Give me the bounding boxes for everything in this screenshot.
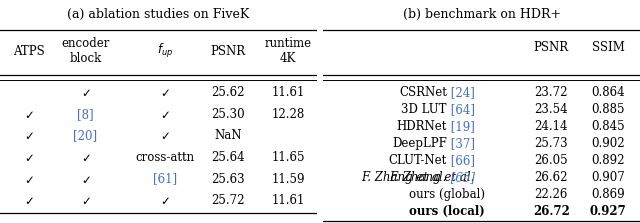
Text: 26.72: 26.72	[533, 205, 570, 218]
Text: 23.54: 23.54	[534, 103, 568, 116]
Text: 25.64: 25.64	[211, 151, 245, 164]
Text: [65]: [65]	[447, 171, 475, 184]
Text: runtime
4K: runtime 4K	[265, 37, 312, 65]
Text: 0.869: 0.869	[591, 188, 625, 201]
Text: 12.28: 12.28	[271, 108, 305, 121]
Text: [19]: [19]	[447, 120, 475, 133]
Text: 11.61: 11.61	[271, 194, 305, 207]
Text: ours (local): ours (local)	[409, 205, 484, 218]
Text: 3D LUT: 3D LUT	[401, 103, 447, 116]
Text: $\checkmark$: $\checkmark$	[160, 194, 170, 207]
Text: $\checkmark$: $\checkmark$	[81, 151, 90, 164]
Text: PSNR: PSNR	[211, 45, 246, 58]
Text: 25.62: 25.62	[211, 86, 245, 99]
Text: 23.72: 23.72	[534, 86, 568, 99]
Text: [24]: [24]	[447, 86, 475, 99]
Text: DeepLPF: DeepLPF	[392, 137, 447, 150]
Text: ATPS: ATPS	[13, 45, 44, 58]
Text: 22.26: 22.26	[534, 188, 568, 201]
Text: cross-attn: cross-attn	[135, 151, 195, 164]
Text: SSIM: SSIM	[592, 41, 625, 54]
Text: CSRNet: CSRNet	[399, 86, 447, 99]
Text: [37]: [37]	[447, 137, 475, 150]
Text: $\checkmark$: $\checkmark$	[24, 129, 33, 142]
Text: $\checkmark$: $\checkmark$	[160, 86, 170, 99]
Text: PSNR: PSNR	[534, 41, 569, 54]
Text: $\checkmark$: $\checkmark$	[24, 151, 33, 164]
Text: F. Zhang et al.: F. Zhang et al.	[362, 171, 447, 184]
Text: $\checkmark$: $\checkmark$	[24, 173, 33, 186]
Text: $f_{up}$: $f_{up}$	[157, 42, 173, 60]
Text: HDRNet: HDRNet	[396, 120, 447, 133]
Text: 25.72: 25.72	[211, 194, 245, 207]
Text: (b) benchmark on HDR+: (b) benchmark on HDR+	[403, 8, 561, 21]
Text: 0.927: 0.927	[590, 205, 627, 218]
Text: F. Zhang et al.: F. Zhang et al.	[390, 171, 479, 184]
Text: [8]: [8]	[77, 108, 94, 121]
Text: 11.61: 11.61	[271, 86, 305, 99]
Text: 0.845: 0.845	[591, 120, 625, 133]
Text: $\checkmark$: $\checkmark$	[81, 173, 90, 186]
Text: CLUT-Net: CLUT-Net	[388, 154, 447, 167]
Text: NaN: NaN	[214, 129, 242, 142]
Text: 0.885: 0.885	[591, 103, 625, 116]
Text: 0.907: 0.907	[591, 171, 625, 184]
Text: 25.63: 25.63	[211, 173, 245, 186]
Text: 11.59: 11.59	[271, 173, 305, 186]
Text: [64]: [64]	[447, 103, 475, 116]
Text: ours (global): ours (global)	[409, 188, 484, 201]
Text: $\checkmark$: $\checkmark$	[81, 86, 90, 99]
Text: 25.30: 25.30	[211, 108, 245, 121]
Text: 0.902: 0.902	[591, 137, 625, 150]
Text: 11.65: 11.65	[271, 151, 305, 164]
Text: 26.05: 26.05	[534, 154, 568, 167]
Text: 0.864: 0.864	[591, 86, 625, 99]
Text: (a) ablation studies on FiveK: (a) ablation studies on FiveK	[67, 8, 250, 21]
Text: $\checkmark$: $\checkmark$	[160, 129, 170, 142]
Text: $\checkmark$: $\checkmark$	[24, 194, 33, 207]
Text: $\checkmark$: $\checkmark$	[24, 108, 33, 121]
Text: [61]: [61]	[153, 173, 177, 186]
Text: $\checkmark$: $\checkmark$	[160, 108, 170, 121]
Text: [20]: [20]	[74, 129, 97, 142]
Text: 0.892: 0.892	[591, 154, 625, 167]
Text: 24.14: 24.14	[534, 120, 568, 133]
Text: $\checkmark$: $\checkmark$	[81, 194, 90, 207]
Text: [66]: [66]	[447, 154, 475, 167]
Text: 25.73: 25.73	[534, 137, 568, 150]
Text: 26.62: 26.62	[534, 171, 568, 184]
Text: encoder
block: encoder block	[61, 37, 109, 65]
